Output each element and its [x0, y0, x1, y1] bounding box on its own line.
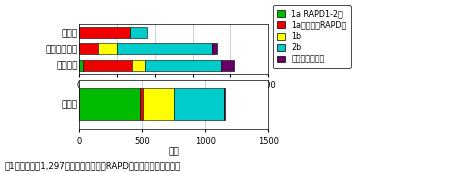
Bar: [83, 60, 132, 71]
Bar: [79, 27, 130, 38]
X-axis label: 株数: 株数: [168, 147, 179, 156]
Bar: [79, 88, 139, 120]
Bar: [143, 88, 174, 120]
Legend: 1a RAPD1-2型, 1aその他のRAPD型, 1b, 2b, その他の血清型: 1a RAPD1-2型, 1aその他のRAPD型, 1b, 2b, その他の血清…: [273, 5, 351, 68]
Bar: [132, 60, 145, 71]
Bar: [174, 88, 224, 120]
Bar: [212, 44, 217, 54]
Bar: [117, 44, 212, 54]
Bar: [98, 44, 117, 54]
Text: 囱1　豚丹毒菌1,297株の血清型およびRAPD型と由来病型との関係: 囱1 豚丹毒菌1,297株の血清型およびRAPD型と由来病型との関係: [5, 161, 181, 170]
Bar: [79, 44, 98, 54]
Bar: [224, 88, 226, 120]
Bar: [221, 60, 234, 71]
Bar: [145, 60, 221, 71]
Bar: [79, 60, 83, 71]
Bar: [130, 27, 147, 38]
Bar: [139, 88, 143, 120]
